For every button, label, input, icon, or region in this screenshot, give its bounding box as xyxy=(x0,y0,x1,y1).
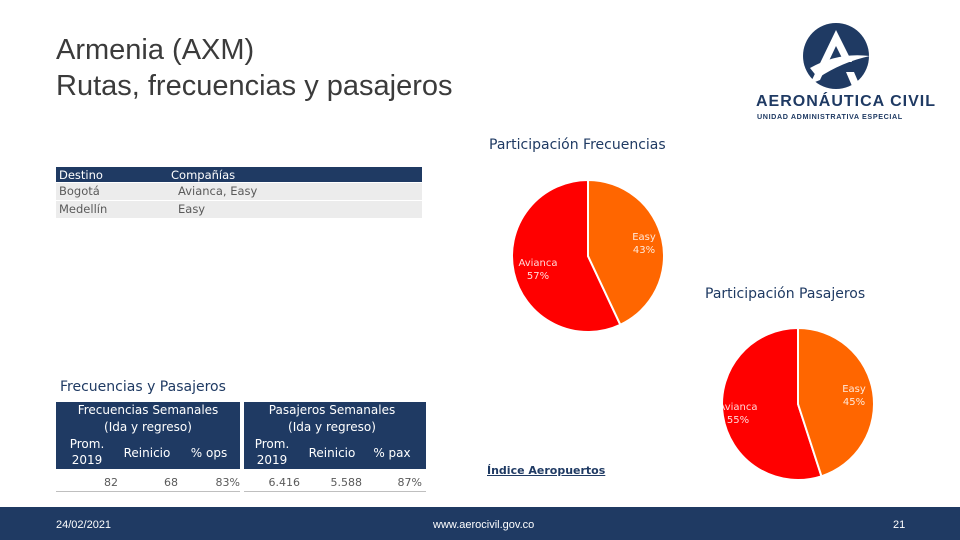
slide-title-line1: Armenia (AXM) xyxy=(56,34,255,66)
frecuencias-col-reinicio: Reinicio xyxy=(123,446,171,460)
pie-slice-easy xyxy=(797,326,875,478)
logo-subtitle: UNIDAD ADMINISTRATIVA ESPECIAL xyxy=(757,112,903,121)
slide-title-line2: Rutas, frecuencias y pasajeros xyxy=(56,70,453,102)
table-row: Medellín Easy xyxy=(56,201,422,218)
frecuencias-value-pct: 83% xyxy=(215,476,240,489)
footer-bar xyxy=(0,507,960,540)
frecuencias-col-pct: % ops xyxy=(190,446,228,460)
destino-cell: Medellín xyxy=(59,202,108,216)
frecuencias-group-line2: (Ida y regreso) xyxy=(104,420,192,434)
pasajeros-table: Pasajeros Semanales (Ida y regreso) Prom… xyxy=(244,402,426,492)
pasajeros-value-pct: 87% xyxy=(397,476,422,489)
destinos-table: Destino Compañías Bogotá Avianca, Easy M… xyxy=(56,167,422,219)
indice-aeropuertos-link[interactable]: Índice Aeropuertos xyxy=(487,464,606,477)
pie-value-easy: 43% xyxy=(633,245,655,256)
destinos-header-companias: Compañías xyxy=(171,168,236,182)
footer-date: 24/02/2021 xyxy=(56,519,112,531)
frecuencias-col-prom-line2: 2019 xyxy=(71,453,103,467)
frecuencias-group-line1: Frecuencias Semanales xyxy=(77,403,219,417)
pasajeros-group-line1: Pasajeros Semanales xyxy=(268,403,396,417)
pasajeros-value-prom: 6.416 xyxy=(268,476,301,489)
companias-cell: Easy xyxy=(178,202,206,216)
frecuencias-header xyxy=(56,402,240,469)
pie-slice-easy xyxy=(587,178,665,327)
pie-slice-avianca xyxy=(721,326,823,481)
pie-label-avianca: Avianca xyxy=(518,258,557,269)
frecuencias-col-prom-line1: Prom. xyxy=(69,437,105,451)
pasajeros-bottom-line xyxy=(244,491,426,492)
pie-label-easy: Easy xyxy=(632,232,656,243)
frecuencias-value-prom: 82 xyxy=(104,476,118,489)
logo-name: AERONÁUTICA CIVIL xyxy=(756,93,936,110)
chart-frecuencias-title: Participación Frecuencias xyxy=(489,137,666,153)
pasajeros-col-prom-line1: Prom. xyxy=(254,437,290,451)
frecuencias-bottom-line xyxy=(56,491,240,492)
table-row: Bogotá Avianca, Easy xyxy=(56,183,422,200)
pasajeros-header xyxy=(244,402,426,469)
pasajeros-group-line2: (Ida y regreso) xyxy=(288,420,376,434)
pasajeros-col-prom-line2: 2019 xyxy=(256,453,288,467)
aerocivil-logo-icon xyxy=(803,23,870,89)
pie-slice-avianca xyxy=(511,178,622,333)
destinos-header-row: Destino Compañías xyxy=(56,167,422,182)
companias-cell: Avianca, Easy xyxy=(178,184,258,198)
slide-title: Armenia (AXM) Rutas, frecuencias y pasaj… xyxy=(56,32,453,104)
footer-url[interactable]: www.aerocivil.gov.co xyxy=(433,519,535,531)
pie-chart-frecuencias: Avianca 57% Easy 43% xyxy=(511,178,665,333)
destino-cell: Bogotá xyxy=(59,184,100,198)
frecuencias-table: Frecuencias Semanales (Ida y regreso) Pr… xyxy=(56,402,240,492)
destinos-header-destino: Destino xyxy=(59,168,103,182)
pie-label-avianca: Avianca xyxy=(718,402,757,413)
chart-pasajeros-title: Participación Pasajeros xyxy=(705,286,866,302)
frecuencias-pasajeros-title: Frecuencias y Pasajeros xyxy=(60,379,226,395)
frecuencias-value-reinicio: 68 xyxy=(164,476,178,489)
pie-value-avianca: 55% xyxy=(727,415,749,426)
pie-label-easy: Easy xyxy=(842,384,866,395)
footer-page-number: 21 xyxy=(893,519,906,531)
pie-value-easy: 45% xyxy=(843,397,865,408)
pie-value-avianca: 57% xyxy=(527,271,549,282)
pie-chart-pasajeros: Avianca 55% Easy 45% xyxy=(718,326,875,481)
pasajeros-col-reinicio: Reinicio xyxy=(308,446,356,460)
pasajeros-col-pct: % pax xyxy=(373,446,411,460)
pasajeros-value-reinicio: 5.588 xyxy=(330,476,363,489)
